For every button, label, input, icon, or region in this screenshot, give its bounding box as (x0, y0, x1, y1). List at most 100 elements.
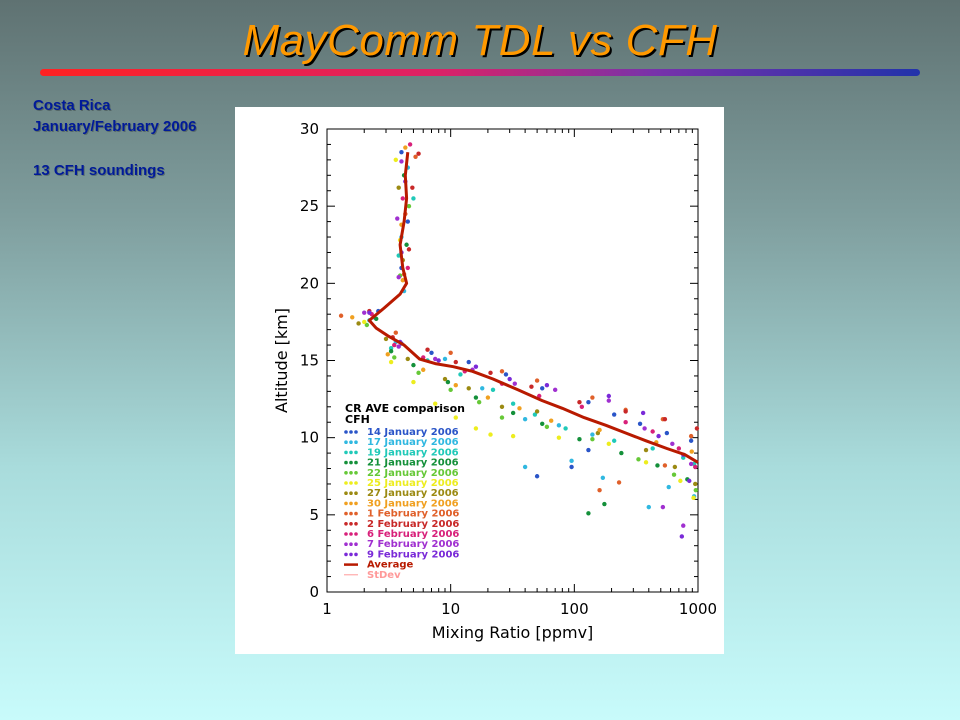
data-point (602, 501, 607, 507)
legend-swatch (344, 522, 348, 526)
note-soundings: 13 CFH soundings (33, 162, 165, 179)
data-point (642, 426, 647, 431)
data-point (510, 401, 516, 406)
data-point (534, 378, 540, 383)
data-point (577, 437, 582, 442)
data-point (532, 412, 538, 417)
legend-label: 2 February 2006 (367, 519, 459, 530)
data-point (399, 159, 404, 164)
y-tick-label: 15 (300, 352, 319, 370)
data-point (411, 196, 416, 201)
data-point (606, 441, 612, 447)
data-point (429, 350, 434, 355)
data-point (436, 358, 441, 363)
data-point (510, 410, 516, 416)
y-tick-label: 5 (309, 506, 319, 524)
legend-swatch (349, 501, 353, 506)
data-point (670, 441, 675, 447)
data-point (681, 455, 686, 460)
data-point (406, 247, 412, 252)
data-point (693, 481, 698, 487)
data-point (458, 372, 463, 377)
data-point (385, 352, 390, 357)
data-point (611, 438, 617, 443)
data-point (473, 364, 479, 369)
legend-swatch (344, 501, 348, 506)
data-point (552, 387, 558, 393)
data-point (544, 424, 550, 430)
legend-swatch (349, 511, 353, 516)
data-point (691, 495, 696, 501)
data-point (606, 398, 612, 403)
legend-label: 9 February 2006 (367, 549, 459, 560)
legend-swatch (344, 471, 348, 475)
data-point (577, 399, 582, 405)
slide-title: MayComm TDL vs CFH (242, 16, 718, 65)
data-point (388, 359, 394, 365)
data-point (393, 330, 398, 335)
legend-swatch (354, 430, 358, 434)
data-point (512, 381, 517, 386)
y-tick-label: 25 (300, 197, 319, 215)
data-point (480, 386, 485, 391)
data-point (569, 464, 574, 470)
note-period: January/February 2006 (33, 118, 197, 135)
data-point (396, 274, 401, 280)
data-point (611, 412, 617, 417)
data-point (395, 216, 400, 221)
data-point (392, 355, 397, 360)
data-point (400, 196, 405, 201)
data-point (662, 463, 668, 468)
data-point (367, 310, 372, 315)
data-point (416, 370, 421, 376)
data-point (597, 427, 602, 433)
data-point (442, 376, 448, 382)
data-point (473, 395, 479, 400)
data-point (534, 474, 540, 479)
legend-swatch (349, 552, 353, 557)
y-axis-label: Altitude [km] (272, 308, 291, 413)
data-point (421, 367, 426, 372)
data-point (586, 447, 591, 453)
legend-swatch (344, 460, 348, 465)
data-point (662, 416, 668, 422)
data-point (473, 426, 479, 431)
legend-label: 1 February 2006 (367, 509, 459, 520)
data-point (597, 487, 602, 493)
data-point (687, 478, 692, 484)
data-point (586, 399, 591, 405)
data-point (425, 347, 430, 352)
data-point (694, 426, 700, 431)
legend-swatch (349, 542, 353, 546)
data-point (448, 350, 453, 355)
data-point (404, 242, 409, 247)
data-point (364, 322, 370, 328)
data-point (579, 404, 585, 409)
data-point (681, 523, 686, 528)
data-point (619, 450, 624, 456)
x-tick-label: 1 (322, 600, 332, 618)
data-point (485, 395, 491, 400)
note-location: Costa Rica (33, 97, 111, 114)
data-point (590, 437, 595, 442)
legend-label: StDev (367, 570, 401, 581)
data-point (664, 430, 670, 436)
data-point (503, 372, 509, 377)
legend-swatch (349, 522, 353, 526)
data-point (392, 342, 397, 348)
data-point (590, 395, 595, 400)
data-point (616, 480, 622, 485)
data-point (569, 458, 574, 464)
legend-label: 27 January 2006 (367, 488, 459, 499)
legend-swatch (354, 440, 358, 445)
data-point (362, 319, 367, 325)
data-point (453, 359, 458, 365)
data-point (453, 415, 458, 420)
data-point (656, 433, 661, 439)
legend-swatch (349, 481, 353, 485)
data-point (411, 379, 416, 385)
legend-swatch (349, 440, 353, 445)
legend-label: 21 January 2006 (367, 458, 459, 469)
data-point (666, 484, 671, 490)
data-point (537, 393, 542, 399)
